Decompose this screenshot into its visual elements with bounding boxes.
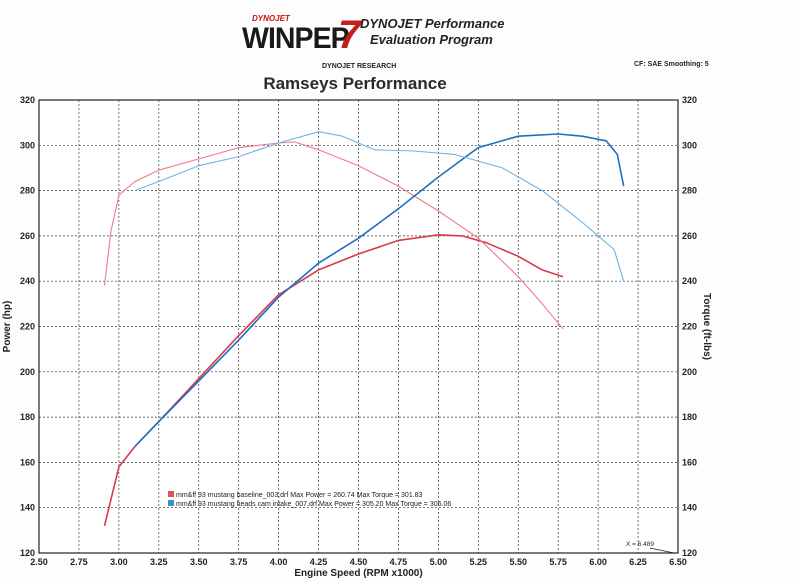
legend-entry: mm&ff 93 mustang baseline_003.drf Max Po…	[176, 492, 423, 499]
y-tick-label-right: 280	[682, 186, 697, 196]
y-tick-label-left: 320	[20, 95, 35, 105]
x-marker-readout: X = 6.489	[626, 541, 654, 548]
x-tick-label: 3.25	[150, 557, 168, 567]
y-tick-label-right: 320	[682, 95, 697, 105]
chart-title: Ramseys Performance	[263, 74, 447, 93]
y-tick-label-right: 260	[682, 231, 697, 241]
y-tick-label-right: 220	[682, 322, 697, 332]
y-tick-label-right: 300	[682, 140, 697, 150]
y-tick-label-left: 300	[20, 140, 35, 150]
x-axis-label: Engine Speed (RPM x1000)	[294, 568, 422, 579]
x-tick-label: 6.50	[669, 557, 687, 567]
x-tick-label: 5.25	[470, 557, 488, 567]
x-tick-label: 2.75	[70, 557, 88, 567]
y-tick-label-left: 280	[20, 186, 35, 196]
logo-background	[238, 24, 342, 54]
y-tick-label-left: 180	[20, 412, 35, 422]
logo-mark: 7	[338, 13, 361, 57]
series-line-torque-2	[103, 141, 564, 330]
y-tick-label-right: 180	[682, 412, 697, 422]
y-tick-label-left: 140	[20, 503, 35, 513]
x-tick-label: 2.50	[30, 557, 48, 567]
y-tick-label-left: 200	[20, 367, 35, 377]
x-tick-label: 3.50	[190, 557, 208, 567]
correction-smoothing-label: CF: SAE Smoothing: 5	[634, 61, 709, 68]
y-tick-label-left: 160	[20, 457, 35, 467]
y-tick-label-left: 260	[20, 231, 35, 241]
x-tick-label: 4.50	[350, 557, 368, 567]
y-tick-label-right: 240	[682, 276, 697, 286]
legend-swatch	[168, 491, 174, 497]
x-tick-label: 4.75	[390, 557, 408, 567]
y-tick-label-left: 120	[20, 548, 35, 558]
x-tick-label: 6.25	[629, 557, 647, 567]
x-tick-label: 6.00	[589, 557, 607, 567]
program-title-line2: Evaluation Program	[370, 32, 493, 47]
y-axis-label-right: Torque (ft-lbs)	[701, 293, 712, 360]
winpep-logo: DYNOJET WINPEP 7	[238, 13, 361, 57]
series-line-torque-4	[134, 131, 625, 282]
program-title-line1: DYNOJET Performance	[360, 16, 505, 31]
series-line-power-3	[134, 133, 625, 448]
x-tick-label: 4.00	[270, 557, 288, 567]
program-title: DYNOJET Performance Evaluation Program	[360, 16, 540, 48]
y-tick-label-right: 160	[682, 457, 697, 467]
logo-small-text: DYNOJET	[252, 14, 290, 23]
logo-text: WINPEP	[242, 22, 350, 55]
company-name: DYNOJET RESEARCH	[322, 63, 397, 70]
plot-frame	[38, 99, 679, 554]
x-tick-label: 4.25	[310, 557, 328, 567]
y-axis-label-left: Power (hp)	[2, 301, 13, 353]
legend-entry: mm&ff 93 mustang heads cam intake_007.dr…	[176, 501, 451, 508]
y-tick-label-right: 120	[682, 548, 697, 558]
y-tick-label-right: 200	[682, 367, 697, 377]
y-tick-label-right: 140	[682, 503, 697, 513]
x-tick-label: 5.50	[509, 557, 527, 567]
x-tick-label: 3.00	[110, 557, 128, 567]
y-tick-label-left: 240	[20, 276, 35, 286]
legend-swatch	[168, 500, 174, 506]
x-tick-label: 5.75	[549, 557, 567, 567]
y-tick-label-left: 220	[20, 322, 35, 332]
x-tick-label: 5.00	[430, 557, 448, 567]
x-marker-pointer	[649, 547, 675, 554]
x-tick-label: 3.75	[230, 557, 248, 567]
